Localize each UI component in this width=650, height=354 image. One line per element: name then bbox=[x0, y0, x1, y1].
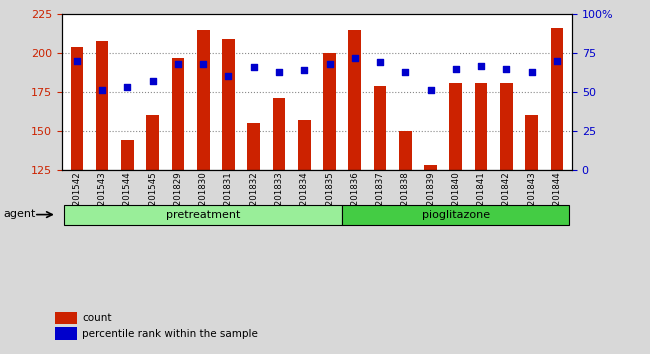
Text: GSM201841: GSM201841 bbox=[476, 172, 486, 224]
Bar bbox=[248, 123, 260, 170]
Point bbox=[425, 88, 436, 93]
Point bbox=[198, 61, 209, 67]
Point bbox=[148, 78, 158, 84]
Point bbox=[248, 64, 259, 70]
Point bbox=[501, 66, 512, 72]
Text: GSM201836: GSM201836 bbox=[350, 172, 359, 224]
Point bbox=[526, 69, 537, 75]
Text: GSM201842: GSM201842 bbox=[502, 172, 511, 224]
Point bbox=[400, 69, 411, 75]
Point bbox=[72, 58, 82, 64]
Point bbox=[450, 66, 461, 72]
Text: agent: agent bbox=[3, 209, 36, 219]
Text: GSM201840: GSM201840 bbox=[451, 172, 460, 224]
Text: percentile rank within the sample: percentile rank within the sample bbox=[82, 329, 258, 339]
Point bbox=[552, 58, 562, 64]
Bar bbox=[399, 131, 411, 170]
Bar bbox=[71, 47, 83, 170]
Text: GSM201544: GSM201544 bbox=[123, 172, 132, 224]
Point bbox=[122, 85, 133, 90]
Text: GSM201542: GSM201542 bbox=[72, 172, 81, 224]
Bar bbox=[146, 115, 159, 170]
Bar bbox=[64, 205, 342, 225]
Point bbox=[274, 69, 284, 75]
Bar bbox=[551, 28, 563, 170]
Text: GSM201835: GSM201835 bbox=[325, 172, 334, 224]
Bar bbox=[525, 115, 538, 170]
Text: GSM201837: GSM201837 bbox=[376, 172, 385, 224]
Bar bbox=[374, 86, 386, 170]
Text: GSM201843: GSM201843 bbox=[527, 172, 536, 224]
Point bbox=[173, 61, 183, 67]
Text: GSM201838: GSM201838 bbox=[401, 172, 410, 224]
Bar bbox=[121, 140, 134, 170]
Bar bbox=[197, 30, 209, 170]
Bar bbox=[348, 30, 361, 170]
Text: GSM201844: GSM201844 bbox=[552, 172, 562, 224]
Bar bbox=[500, 83, 513, 170]
Bar bbox=[222, 39, 235, 170]
Point bbox=[97, 88, 107, 93]
Bar bbox=[172, 58, 184, 170]
Point bbox=[324, 61, 335, 67]
Text: pioglitazone: pioglitazone bbox=[422, 210, 490, 219]
Bar bbox=[424, 165, 437, 170]
Text: pretreatment: pretreatment bbox=[166, 210, 240, 219]
Text: GSM201545: GSM201545 bbox=[148, 172, 157, 224]
Point bbox=[476, 63, 486, 68]
Bar bbox=[55, 312, 77, 324]
Text: GSM201543: GSM201543 bbox=[98, 172, 107, 224]
Bar bbox=[96, 41, 109, 170]
Bar bbox=[342, 205, 569, 225]
Bar bbox=[450, 83, 462, 170]
Point bbox=[223, 74, 233, 79]
Bar bbox=[55, 327, 77, 340]
Text: count: count bbox=[82, 313, 112, 323]
Text: GSM201830: GSM201830 bbox=[199, 172, 208, 224]
Text: GSM201832: GSM201832 bbox=[249, 172, 258, 224]
Text: GSM201829: GSM201829 bbox=[174, 172, 183, 224]
Point bbox=[299, 67, 309, 73]
Point bbox=[375, 59, 385, 65]
Text: GSM201831: GSM201831 bbox=[224, 172, 233, 224]
Point bbox=[350, 55, 360, 61]
Text: GSM201834: GSM201834 bbox=[300, 172, 309, 224]
Bar bbox=[323, 53, 336, 170]
Bar bbox=[474, 83, 488, 170]
Text: GSM201833: GSM201833 bbox=[274, 172, 283, 224]
Bar bbox=[298, 120, 311, 170]
Bar bbox=[272, 98, 285, 170]
Text: GSM201839: GSM201839 bbox=[426, 172, 435, 224]
